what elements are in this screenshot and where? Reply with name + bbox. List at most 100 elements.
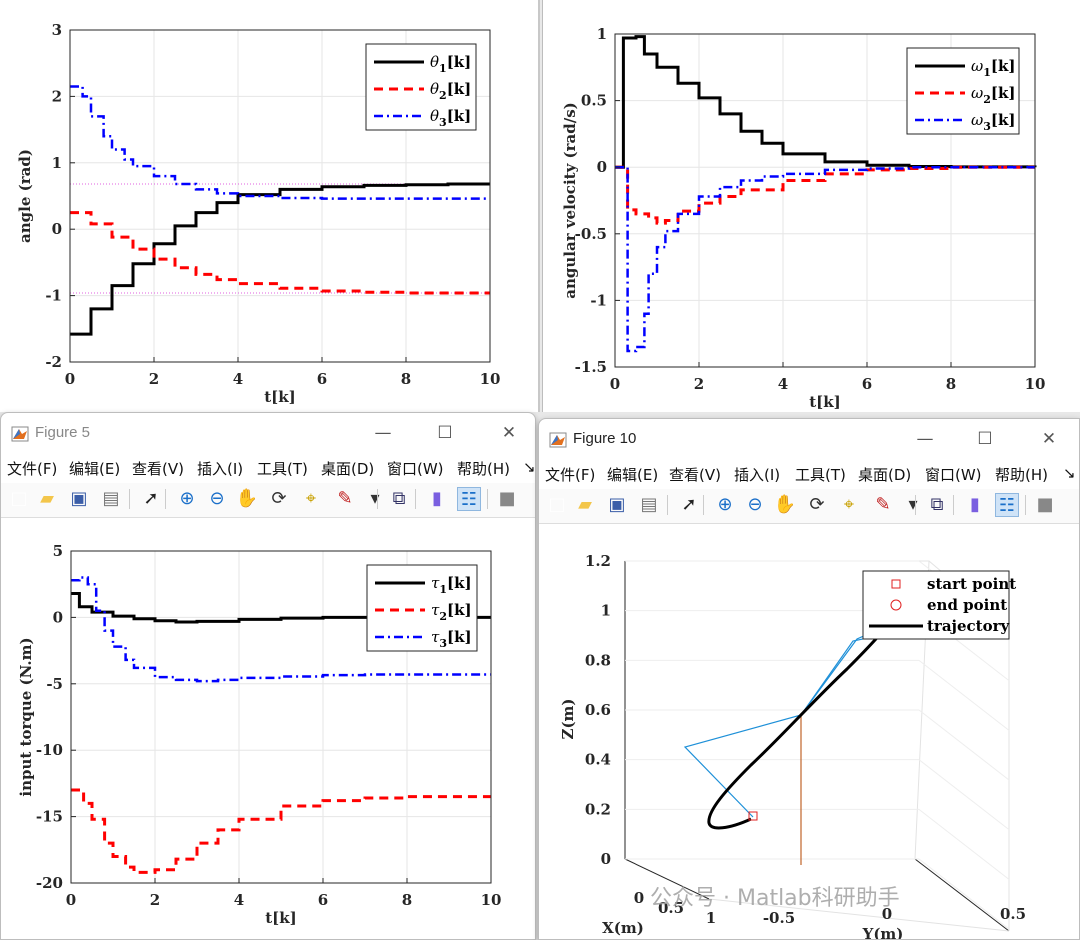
menu-help[interactable]: 帮助(H) [995,466,1048,484]
save-icon[interactable]: ▣ [70,488,88,509]
close-icon[interactable]: ✕ [501,423,517,443]
open-folder-icon[interactable]: ▰ [578,494,592,515]
toolbar-separator [953,495,954,515]
hide-tools-icon[interactable]: ■ [1036,494,1054,515]
menu-file[interactable]: 文件(F) [7,460,58,478]
legend-icon[interactable]: ☷ [995,493,1019,517]
menu-insert[interactable]: 插入(I) [197,460,244,478]
data-cursor-icon[interactable]: ⌖ [843,494,855,515]
watermark: 公众号 · Matlab科研助手 [650,886,900,911]
rotate-3d-icon[interactable]: ⟳ [271,488,287,509]
menu-help[interactable]: 帮助(H) [457,460,510,478]
x-tick-label: 10 [1025,375,1046,393]
rotate-3d-icon[interactable]: ⟳ [809,494,825,515]
maximize-icon[interactable]: ☐ [977,429,993,449]
open-folder-icon[interactable]: ▰ [40,488,54,509]
series-line-3 [71,576,491,683]
menu-view[interactable]: 查看(V) [132,460,184,478]
z-axis-label: Z(m) [559,698,577,739]
figure-toolbar: □ ▰ ▣ ▤ ➚ ⊕ ⊖ ✋ ⟳ ⌖ ✎ ▾ ⧉ ▮ ☷ ■ [539,489,1079,524]
link-plot-icon[interactable]: ⧉ [930,494,944,515]
brush-icon[interactable]: ✎ [337,488,353,509]
menu-overflow-icon[interactable]: ↘ [1063,464,1076,482]
pointer-icon[interactable]: ➚ [681,494,697,515]
x-tick-label: 8 [402,891,412,909]
x-axis-label: t[k] [264,388,296,406]
legend-entry: ω1[k] [971,57,1015,79]
maximize-icon[interactable]: ☐ [437,423,453,443]
menu-insert[interactable]: 插入(I) [734,466,781,484]
data-cursor-icon[interactable]: ⌖ [305,488,317,509]
print-icon[interactable]: ▤ [102,488,120,509]
new-file-icon[interactable]: □ [10,488,28,509]
window-title: Figure 10 [573,430,637,447]
new-file-icon[interactable]: □ [548,494,566,515]
x-tick-label: 10 [481,891,502,909]
zoom-out-icon[interactable]: ⊖ [209,488,225,509]
y-tick-label: -10 [36,741,63,759]
menu-bar: 文件(F) 编辑(E) 查看(V) 插入(I) 工具(T) 桌面(D) 窗口(W… [539,459,1079,489]
series-line-1 [71,591,491,624]
menu-desktop[interactable]: 桌面(D) [858,466,912,484]
pan-hand-icon[interactable]: ✋ [235,488,259,509]
legend-icon[interactable]: ☷ [457,487,481,511]
link-plot-icon[interactable]: ⧉ [392,488,406,509]
colorbar-icon[interactable]: ▮ [432,488,442,509]
axes-box [70,550,492,884]
y-tick-label: 0 [597,158,607,176]
z-tick-label: 0.2 [585,800,611,818]
toolbar-separator [415,489,416,509]
brush-icon[interactable]: ✎ [875,494,891,515]
legend-entry: start point [927,575,1016,593]
colorbar-icon[interactable]: ▮ [970,494,980,515]
x-tick-label: 0 [610,375,620,393]
y-tick-label: 0 [52,220,62,238]
menu-file[interactable]: 文件(F) [545,466,596,484]
zoom-in-icon[interactable]: ⊕ [179,488,195,509]
minimize-icon[interactable]: — [916,429,934,449]
dropdown-arrow-icon[interactable]: ▾ [370,488,380,509]
series-line-3 [615,165,1035,353]
z-grid-line [918,709,1010,781]
y-tick-label: 2 [52,87,62,105]
pan-hand-icon[interactable]: ✋ [773,494,797,515]
toolbar-separator [129,489,130,509]
matlab-logo-icon [549,432,567,448]
close-icon[interactable]: ✕ [1041,429,1057,449]
menu-window[interactable]: 窗口(W) [387,460,444,478]
figure-toolbar: □ ▰ ▣ ▤ ➚ ⊕ ⊖ ✋ ⟳ ⌖ ✎ ▾ ⧉ ▮ ☷ ■ [1,483,535,518]
dropdown-arrow-icon[interactable]: ▾ [908,494,918,515]
menu-edit[interactable]: 编辑(E) [69,460,121,478]
title-bar[interactable]: Figure 10 — ☐ ✕ [539,419,1079,459]
figure-10-window: Figure 10 — ☐ ✕ 文件(F) 编辑(E) 查看(V) 插入(I) … [538,418,1080,940]
axes-box [69,29,491,363]
x-tick-label: 6 [862,375,872,393]
menu-desktop[interactable]: 桌面(D) [321,460,375,478]
save-icon[interactable]: ▣ [608,494,626,515]
zoom-out-icon[interactable]: ⊖ [747,494,763,515]
axes-box [614,33,1036,368]
menu-edit[interactable]: 编辑(E) [607,466,659,484]
minimize-icon[interactable]: — [374,423,392,443]
z-tick-label: 0.8 [585,651,611,669]
start-point-marker [748,811,758,821]
x-axis-label: X(m) [602,919,644,937]
hide-tools-icon[interactable]: ■ [498,488,516,509]
y-axis-label: Y(m) [862,925,904,940]
menu-overflow-icon[interactable]: ↘ [523,458,536,476]
zoom-in-icon[interactable]: ⊕ [717,494,733,515]
menu-tools[interactable]: 工具(T) [795,466,846,484]
pointer-icon[interactable]: ➚ [143,488,159,509]
print-icon[interactable]: ▤ [640,494,658,515]
x-tick-label: 0.5 [658,899,684,917]
menu-view[interactable]: 查看(V) [669,466,721,484]
x-tick-label: 2 [150,891,160,909]
title-bar[interactable]: Figure 5 — ☐ ✕ [1,413,535,453]
y-tick-label: -15 [36,808,63,826]
y-tick-label: 0 [882,905,892,923]
menu-tools[interactable]: 工具(T) [257,460,308,478]
figure-window-angle: 0 2 4 6 8 10 3 2 1 0 -1 -2 t[k] angle (rad) θ1[k] θ2[k]… [0,0,540,412]
menu-window[interactable]: 窗口(W) [925,466,982,484]
x-tick-label: 0 [66,891,76,909]
y-tick-label: 1 [597,25,607,43]
